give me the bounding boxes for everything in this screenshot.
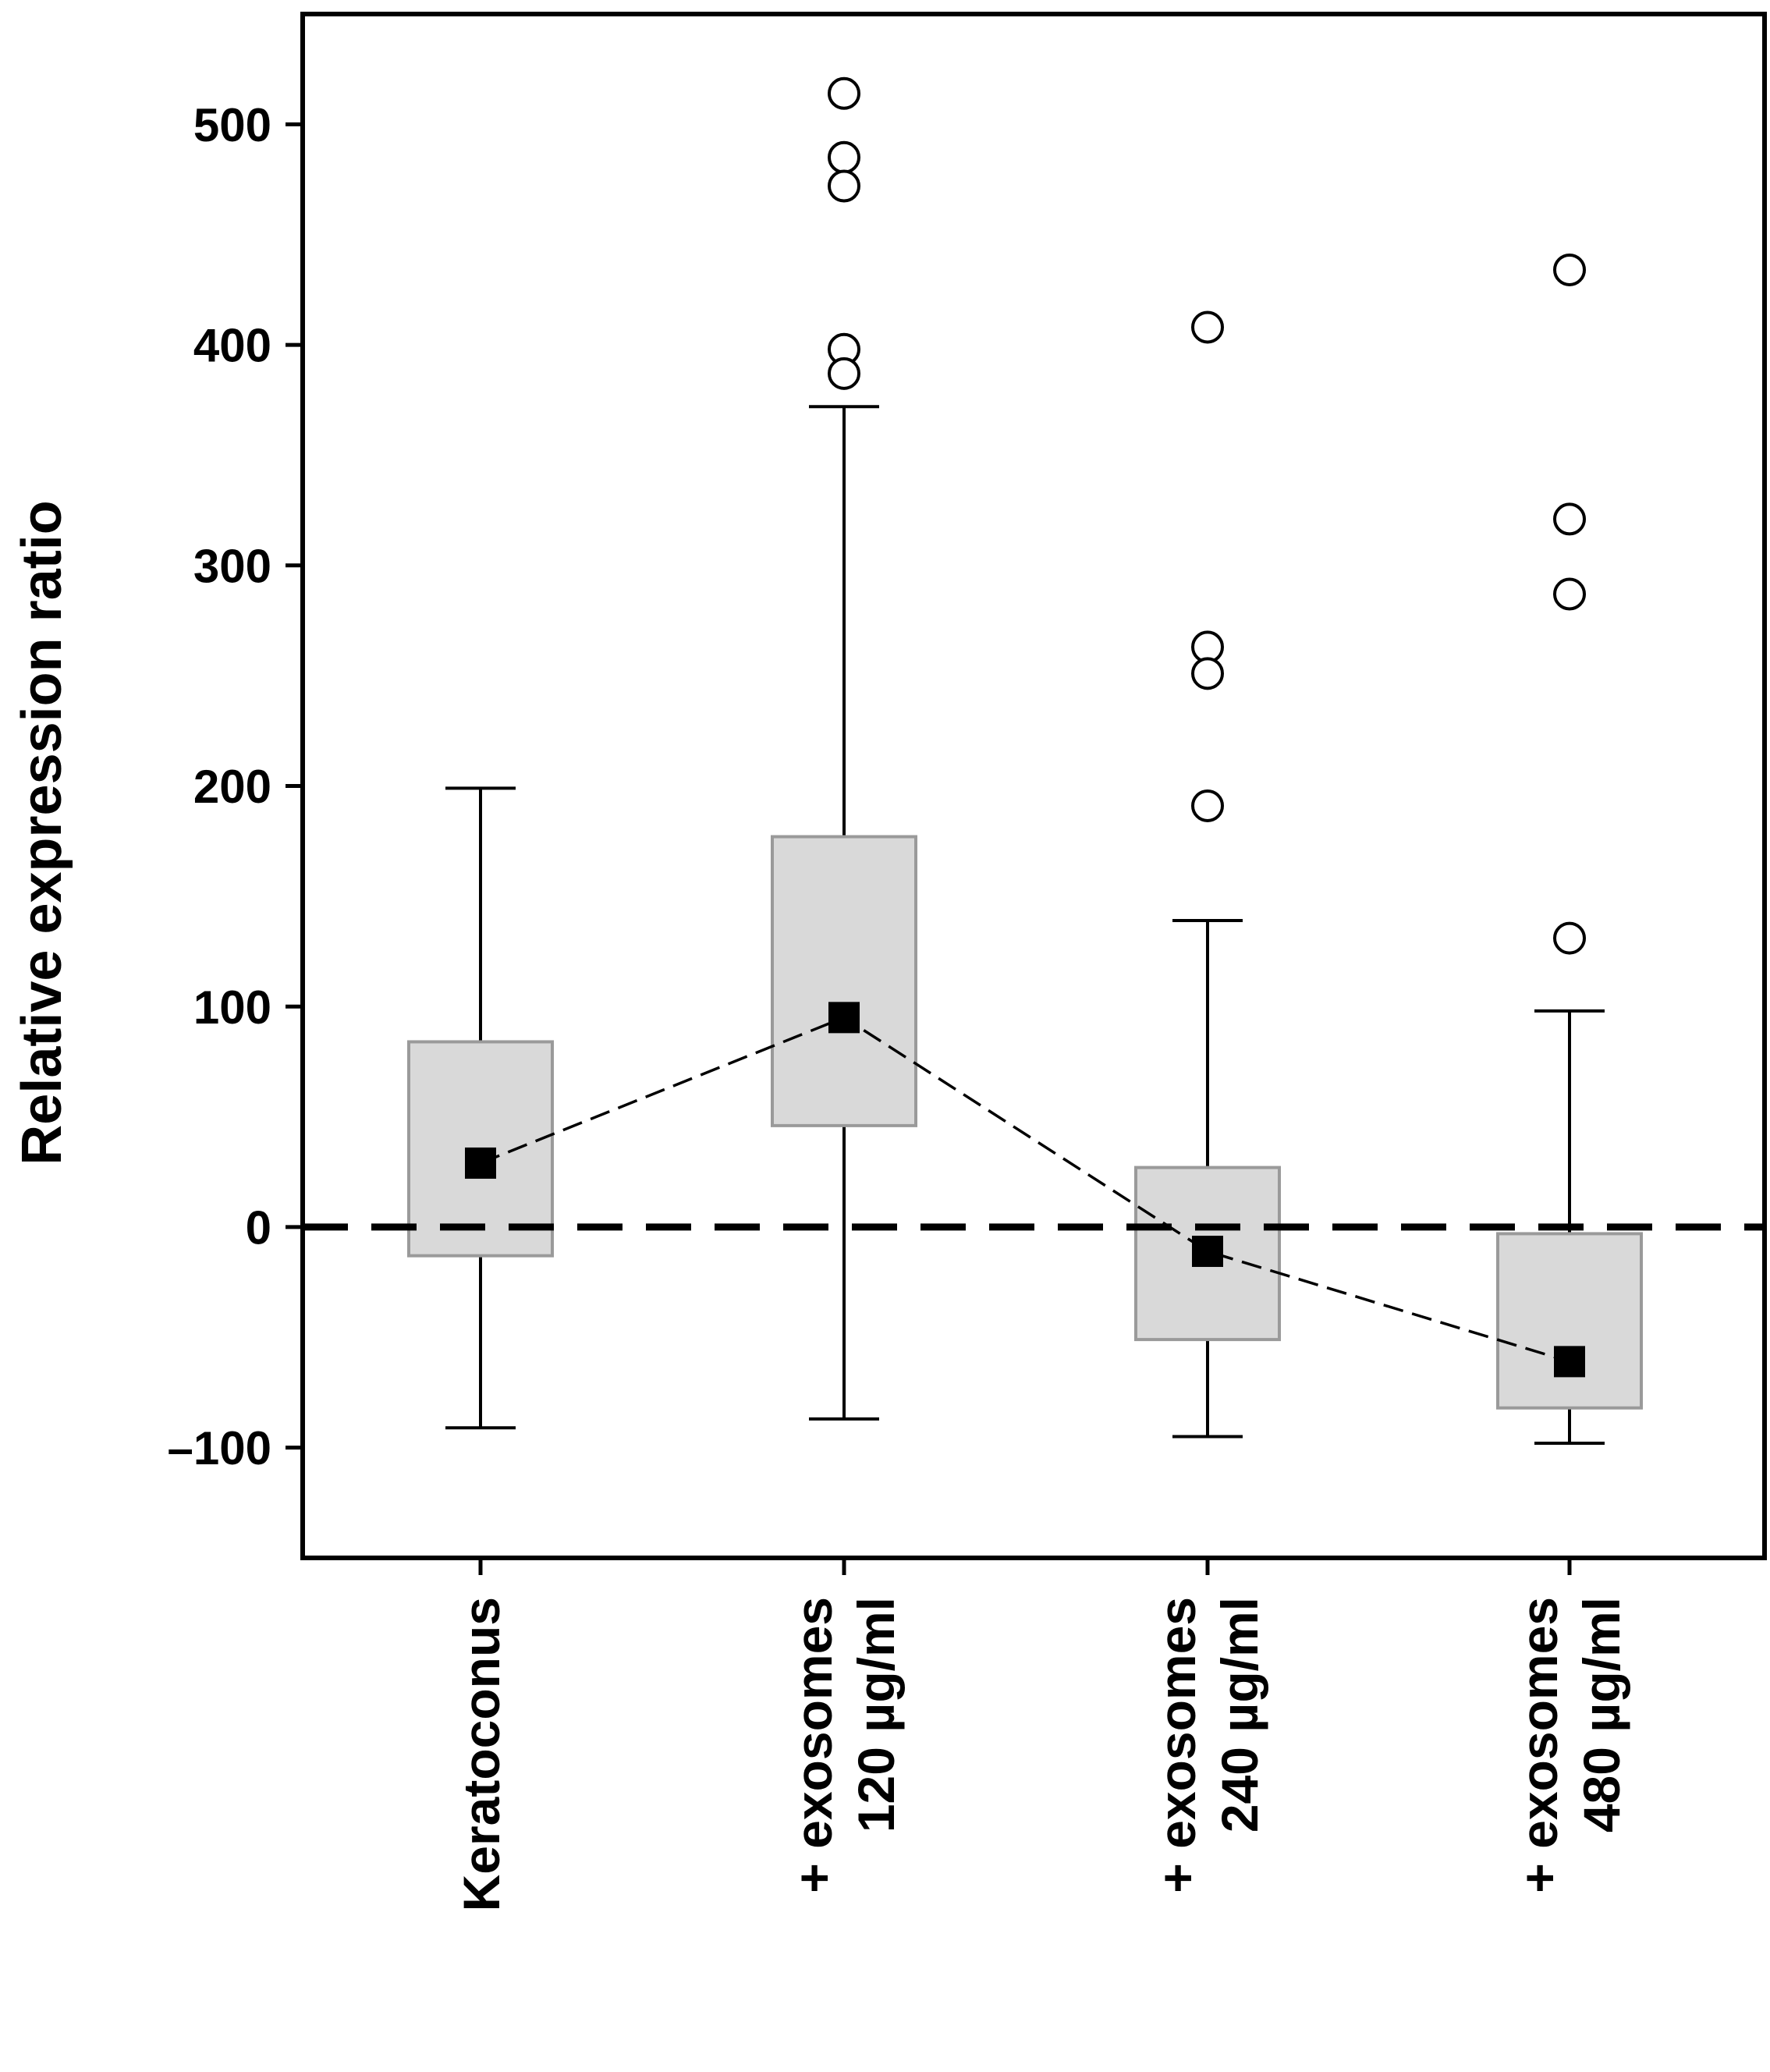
outlier-point: [1553, 577, 1586, 611]
mean-marker: [1554, 1346, 1585, 1378]
outlier-point: [828, 169, 860, 203]
category-label-line: 240 µg/ml: [1211, 1597, 1268, 1833]
box-group-3: [1134, 918, 1281, 1439]
axes-layer: [286, 12, 1767, 1575]
mean-marker: [465, 1147, 496, 1179]
box-group-4: [1496, 1009, 1643, 1445]
outlier-point: [1191, 657, 1224, 690]
y-axis-label: Relative expression ratio: [11, 500, 73, 1165]
category-label-1: Keratoconus: [452, 1597, 510, 1911]
y-tick-label: 300: [193, 540, 271, 592]
outlier-point: [1191, 789, 1224, 822]
outlier-point: [828, 357, 860, 390]
iqr-box: [1496, 1232, 1643, 1410]
iqr-box: [771, 835, 917, 1127]
mean-marker: [1192, 1236, 1223, 1268]
category-label-line: 480 µg/ml: [1573, 1597, 1630, 1833]
category-label-line: + exosomes: [785, 1597, 842, 1893]
boxes-layer: [407, 405, 1643, 1445]
category-label-2: + exosomes120 µg/ml: [785, 1597, 905, 1893]
category-label-3: + exosomes240 µg/ml: [1148, 1597, 1268, 1893]
y-tick-label: 500: [193, 99, 271, 151]
outlier-point: [828, 76, 860, 110]
labels-layer: –100 0 100 200 300 400 500 Relative expression …: [11, 99, 1630, 1911]
outlier-point: [828, 140, 860, 174]
outlier-point: [1553, 921, 1586, 955]
y-tick-label: 200: [193, 761, 271, 813]
category-label-line: + exosomes: [1148, 1597, 1206, 1893]
outlier-point: [1553, 502, 1586, 536]
category-label-line: Keratoconus: [452, 1597, 510, 1911]
means-layer: [465, 1002, 1585, 1378]
y-tick-label: 100: [193, 981, 271, 1034]
box-group-2: [771, 405, 917, 1421]
y-tick-label: –100: [168, 1422, 271, 1474]
category-label-4: + exosomes480 µg/ml: [1510, 1597, 1630, 1893]
outliers-layer: [828, 76, 1586, 955]
outlier-point: [1191, 310, 1224, 344]
mean-trend-line: [480, 1016, 1570, 1364]
category-label-line: 120 µg/ml: [847, 1597, 905, 1833]
mean-marker: [828, 1002, 860, 1034]
category-label-line: + exosomes: [1510, 1597, 1568, 1893]
y-tick-label: 400: [193, 320, 271, 372]
box-group-1: [407, 786, 554, 1430]
y-tick-label: 0: [246, 1202, 271, 1254]
outlier-point: [1553, 253, 1586, 286]
